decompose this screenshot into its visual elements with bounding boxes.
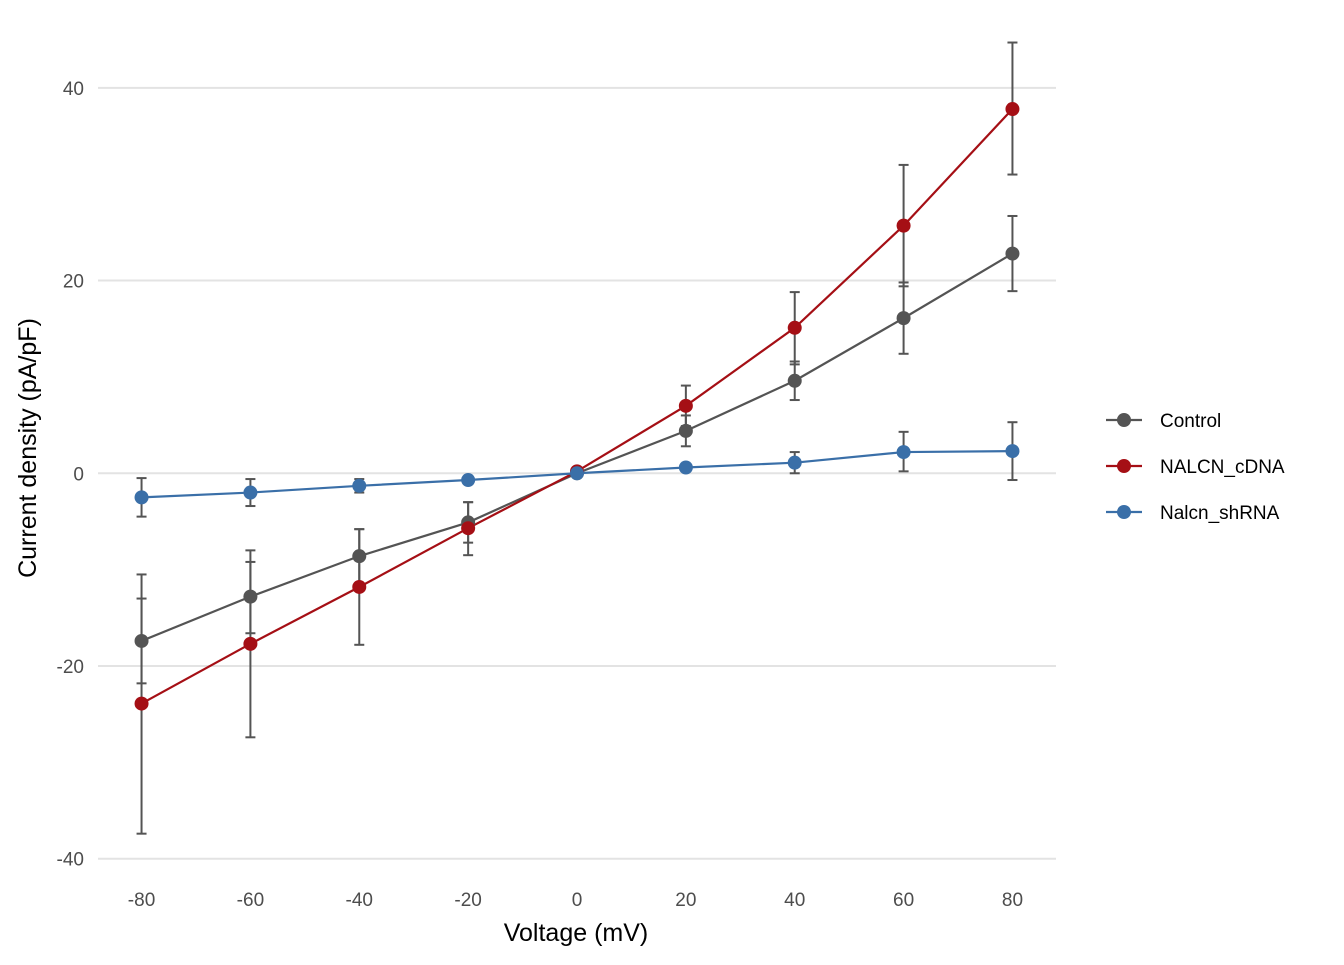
y-tick-labels: -40 -20 0 20 40: [57, 79, 84, 871]
legend-label: Nalcn_shRNA: [1160, 503, 1280, 524]
x-tick-label: 60: [893, 890, 914, 911]
legend-key-point: [1117, 505, 1131, 519]
legend-label: Control: [1160, 411, 1221, 432]
legend: Control NALCN_cDNA Nalcn_shRNA: [1106, 411, 1285, 524]
data-point-nalcn-shrna: [134, 490, 149, 505]
data-point-nalcn-shrna: [243, 485, 258, 500]
data-point-nalcn-cdna: [1005, 102, 1020, 117]
data-point-nalcn-shrna: [678, 460, 693, 475]
data-point-nalcn-cdna: [896, 218, 911, 233]
data-point-nalcn-shrna: [1005, 444, 1020, 459]
data-point-control: [134, 633, 149, 648]
data-point-nalcn-cdna: [352, 579, 367, 594]
data-point-nalcn-shrna: [787, 455, 802, 470]
data-point-control: [352, 549, 367, 564]
x-tick-label: -40: [346, 890, 373, 911]
data-point-nalcn-shrna: [352, 478, 367, 493]
data-point-nalcn-cdna: [678, 398, 693, 413]
y-tick-label: 0: [73, 464, 84, 485]
legend-label: NALCN_cDNA: [1160, 457, 1285, 478]
x-tick-label: 40: [784, 890, 805, 911]
series-line-nalcn-cdna: [141, 108, 1014, 705]
legend-key-point: [1117, 413, 1131, 427]
legend-item-nalcn-shrna: Nalcn_shRNA: [1106, 503, 1280, 524]
data-point-control: [787, 373, 802, 388]
data-point-nalcn-cdna: [134, 696, 149, 711]
data-point-nalcn-shrna: [461, 473, 476, 488]
y-tick-label: -20: [57, 657, 84, 678]
data-point-nalcn-shrna: [570, 466, 584, 481]
legend-item-control: Control: [1106, 411, 1221, 432]
x-tick-labels: -80 -60 -40 -20 0 20 40 60 80: [128, 890, 1023, 911]
x-tick-label: -80: [128, 890, 155, 911]
data-point-nalcn-cdna: [461, 521, 476, 536]
y-tick-label: -40: [57, 850, 84, 871]
x-tick-label: 20: [675, 890, 696, 911]
y-tick-label: 40: [63, 79, 84, 100]
y-axis-title: Current density (pA/pF): [14, 318, 42, 578]
data-point-nalcn-cdna: [787, 320, 802, 335]
data-point-control: [896, 311, 911, 326]
x-tick-label: 0: [572, 890, 583, 911]
x-tick-label: -20: [454, 890, 481, 911]
legend-key-point: [1117, 459, 1131, 473]
x-axis-title: Voltage (mV): [504, 919, 649, 947]
x-tick-label: 80: [1002, 890, 1023, 911]
legend-item-nalcn-cdna: NALCN_cDNA: [1106, 457, 1285, 478]
data-point-control: [243, 589, 258, 604]
series-lines: [141, 108, 1014, 705]
error-bars: [136, 41, 1018, 835]
series-points: [134, 102, 1020, 711]
y-tick-label: 20: [63, 272, 84, 293]
series-line-control: [141, 252, 1014, 642]
data-point-nalcn-cdna: [243, 636, 258, 651]
data-point-nalcn-shrna: [896, 445, 911, 460]
data-point-control: [1005, 246, 1020, 261]
x-tick-label: -60: [237, 890, 264, 911]
data-point-control: [678, 423, 693, 438]
